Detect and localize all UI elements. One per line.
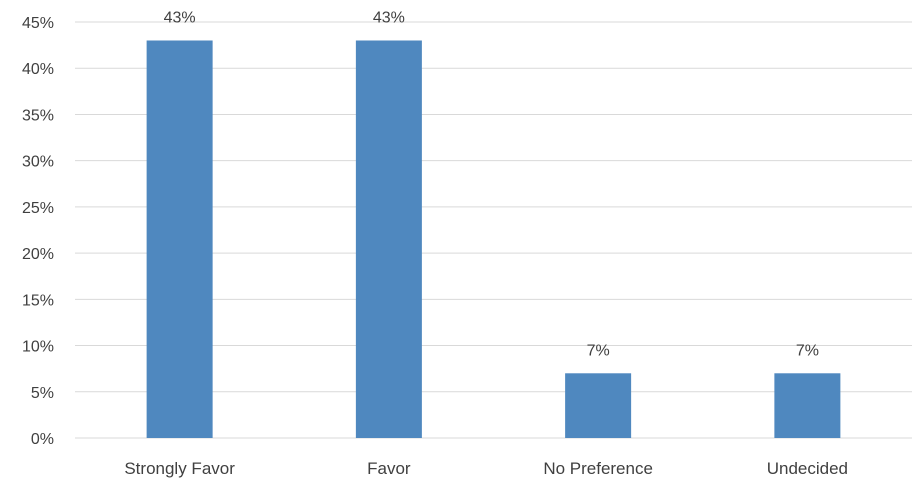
x-category-label: No Preference <box>543 459 653 478</box>
y-tick-label: 40% <box>22 61 54 78</box>
bar <box>565 373 632 438</box>
y-tick-label: 20% <box>22 246 54 263</box>
y-tick-label: 30% <box>22 154 54 171</box>
y-tick-label: 15% <box>22 292 54 309</box>
x-category-label: Undecided <box>767 459 848 478</box>
y-tick-label: 45% <box>22 15 54 32</box>
gridlines <box>75 21 912 439</box>
y-axis-ticks: 0% 5% 10% 15% 20% 25% 30% 35% 40% 45% <box>22 15 54 448</box>
bar <box>774 373 841 438</box>
bars <box>146 40 841 438</box>
data-label: 43% <box>373 9 405 26</box>
bar <box>146 40 213 438</box>
y-tick-label: 25% <box>22 200 54 217</box>
x-axis-categories: Strongly Favor Favor No Preference Undecide… <box>124 459 848 478</box>
y-tick-label: 35% <box>22 107 54 124</box>
data-label: 7% <box>587 342 610 359</box>
data-labels: 43% 43% 7% 7% <box>164 9 819 359</box>
y-tick-label: 5% <box>31 385 54 402</box>
x-category-label: Favor <box>367 459 411 478</box>
y-tick-label: 10% <box>22 339 54 356</box>
x-category-label: Strongly Favor <box>124 459 235 478</box>
data-label: 43% <box>164 9 196 26</box>
y-tick-label: 0% <box>31 431 54 448</box>
data-label: 7% <box>796 342 819 359</box>
bar <box>355 40 422 438</box>
